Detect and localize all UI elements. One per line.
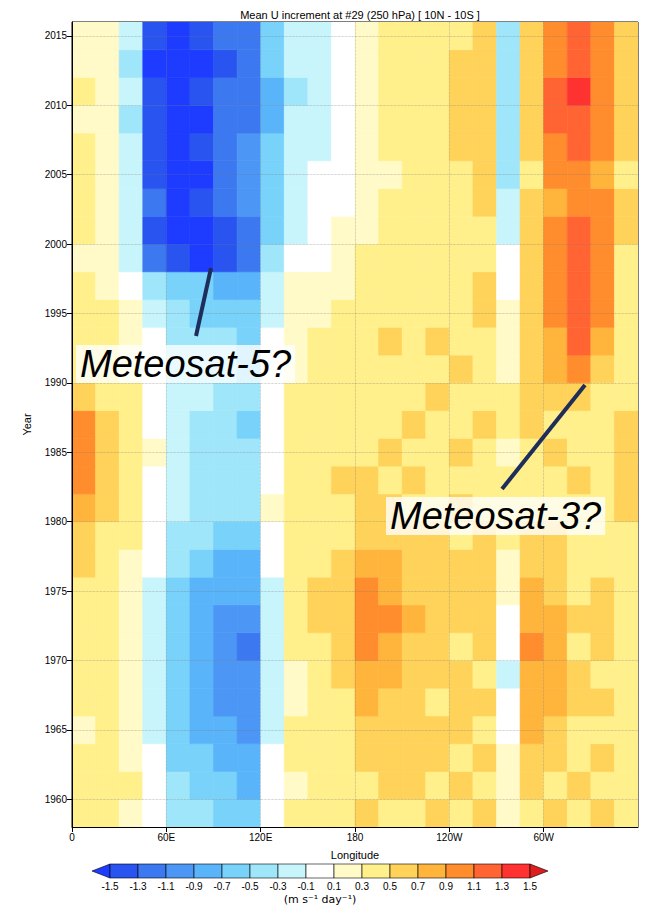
svg-text:(m s⁻¹ day⁻¹): (m s⁻¹ day⁻¹) (284, 893, 357, 906)
svg-text:120E: 120E (249, 832, 273, 843)
svg-text:-0.1: -0.1 (297, 881, 315, 892)
svg-text:1990: 1990 (45, 377, 68, 388)
svg-text:1975: 1975 (45, 586, 68, 597)
svg-text:1.5: 1.5 (523, 881, 537, 892)
svg-text:-0.7: -0.7 (213, 881, 231, 892)
svg-text:Longitude: Longitude (331, 849, 379, 861)
svg-text:2000: 2000 (45, 239, 68, 250)
svg-text:-0.5: -0.5 (241, 881, 259, 892)
svg-text:1970: 1970 (45, 655, 68, 666)
svg-text:180: 180 (347, 832, 364, 843)
svg-text:0.7: 0.7 (411, 881, 425, 892)
svg-text:Meteosat-3?: Meteosat-3? (390, 495, 602, 537)
svg-text:0.3: 0.3 (355, 881, 369, 892)
svg-text:120W: 120W (436, 832, 463, 843)
svg-text:0.5: 0.5 (383, 881, 397, 892)
svg-text:1.1: 1.1 (467, 881, 481, 892)
svg-text:1995: 1995 (45, 308, 68, 319)
svg-text:Year: Year (21, 413, 33, 436)
svg-text:1980: 1980 (45, 516, 68, 527)
svg-text:0.1: 0.1 (327, 881, 341, 892)
svg-text:-0.9: -0.9 (185, 881, 203, 892)
svg-text:1965: 1965 (45, 724, 68, 735)
svg-text:0: 0 (69, 832, 75, 843)
svg-text:-1.5: -1.5 (101, 881, 119, 892)
svg-text:-0.3: -0.3 (269, 881, 287, 892)
svg-text:60W: 60W (533, 832, 554, 843)
svg-text:1960: 1960 (45, 794, 68, 805)
svg-text:2005: 2005 (45, 169, 68, 180)
svg-text:Meteosat-5?: Meteosat-5? (80, 343, 292, 385)
svg-text:60E: 60E (157, 832, 175, 843)
svg-text:2015: 2015 (45, 30, 68, 41)
svg-text:1985: 1985 (45, 447, 68, 458)
svg-text:Mean U increment at #29 (250 h: Mean U increment at #29 (250 hPa) [ 10N … (240, 9, 480, 21)
svg-text:-1.3: -1.3 (129, 881, 147, 892)
svg-text:0.9: 0.9 (439, 881, 453, 892)
svg-text:-1.1: -1.1 (157, 881, 175, 892)
svg-text:1.3: 1.3 (495, 881, 509, 892)
svg-text:2010: 2010 (45, 100, 68, 111)
